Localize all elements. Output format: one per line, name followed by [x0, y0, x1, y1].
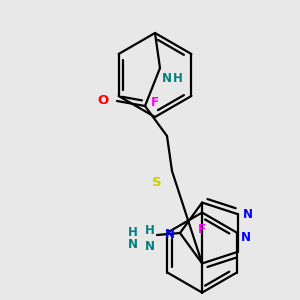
- Text: N: N: [128, 238, 138, 250]
- Text: H: H: [173, 72, 183, 85]
- Text: O: O: [98, 94, 109, 107]
- Text: F: F: [151, 96, 159, 109]
- Text: N: N: [162, 72, 172, 85]
- Text: H: H: [128, 226, 138, 238]
- Text: N: N: [145, 239, 155, 253]
- Text: N: N: [243, 208, 253, 221]
- Text: S: S: [152, 176, 162, 189]
- Text: F: F: [198, 223, 206, 236]
- Text: H: H: [145, 224, 155, 236]
- Text: N: N: [165, 229, 175, 242]
- Text: N: N: [241, 231, 251, 244]
